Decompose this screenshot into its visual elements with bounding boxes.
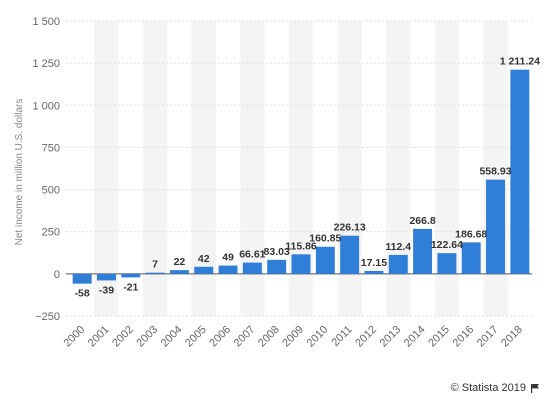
data-label-2015: 122.64	[431, 239, 463, 251]
data-label-2011: 226.13	[334, 222, 366, 234]
data-label-2001: -39	[99, 284, 114, 296]
y-tick-label: 0	[54, 269, 60, 281]
flag-icon[interactable]	[530, 383, 540, 393]
x-tick-label: 2014	[402, 324, 428, 350]
bar-2006[interactable]	[218, 265, 238, 274]
x-tick-label: 2005	[183, 324, 209, 350]
bar-2007[interactable]	[242, 262, 262, 274]
bar-2013[interactable]	[388, 254, 408, 274]
data-label-2003: 7	[152, 259, 158, 271]
bar-2002[interactable]	[121, 273, 141, 278]
bars	[72, 69, 530, 284]
x-tick-label: 2015	[426, 324, 452, 350]
data-label-2014: 266.8	[409, 215, 435, 227]
x-tick-label: 2016	[451, 324, 477, 350]
x-tick-label: 2006	[207, 324, 233, 350]
bar-2012[interactable]	[364, 270, 384, 274]
bar-2018[interactable]	[510, 69, 530, 274]
data-label-2009: 115.86	[285, 240, 317, 252]
y-tick-label: 1 250	[32, 58, 60, 70]
data-label-2008: 83.03	[264, 246, 290, 258]
y-tick-label: 1 000	[32, 100, 60, 112]
y-tick-label: 250	[42, 227, 60, 239]
x-axis-ticks: 2000200120022003200420052006200720082009…	[61, 324, 524, 350]
data-label-2005: 42	[198, 253, 210, 265]
x-tick-label: 2003	[134, 324, 160, 350]
y-tick-label: 1 500	[32, 16, 60, 28]
y-tick-label: 750	[42, 142, 60, 154]
band-2003	[142, 21, 168, 316]
x-tick-label: 2011	[330, 324, 355, 349]
data-label-2004: 22	[174, 256, 186, 268]
bar-2016[interactable]	[461, 242, 481, 274]
data-label-2002: -21	[123, 281, 138, 293]
data-label-2006: 49	[222, 252, 234, 264]
x-tick-label: 2008	[256, 324, 282, 350]
data-label-2018: 1 211.24	[500, 56, 540, 68]
credit[interactable]: © Statista 2019	[451, 382, 540, 394]
x-tick-label: 2017	[475, 324, 501, 350]
data-label-2013: 112.4	[385, 241, 411, 253]
x-tick-label: 2018	[499, 324, 525, 350]
bar-2010[interactable]	[315, 246, 335, 274]
x-tick-label: 2007	[232, 324, 258, 350]
y-axis-label: Net income in million U.S. dollars	[14, 99, 25, 246]
bar-2005[interactable]	[194, 266, 214, 274]
bar-2004[interactable]	[169, 270, 189, 274]
x-tick-label: 2000	[61, 324, 87, 350]
bar-2000[interactable]	[72, 273, 92, 284]
bar-2009[interactable]	[291, 254, 311, 274]
bar-2001[interactable]	[96, 273, 116, 281]
band-2001	[94, 21, 119, 316]
data-label-2017: 558.93	[479, 166, 511, 178]
bar-2003[interactable]	[145, 272, 165, 274]
y-axis-ticks: −250 0 250 500 750 1 000 1 250 1 500	[32, 16, 60, 323]
bar-2015[interactable]	[437, 253, 457, 274]
data-labels: -58 -39 -21 7 22 42 49 66.6183.03115.86160.8522…	[75, 56, 541, 300]
bar-2014[interactable]	[413, 228, 433, 274]
data-label-2016: 186.68	[455, 228, 487, 240]
bar-2008[interactable]	[267, 259, 287, 274]
x-tick-label: 2002	[110, 324, 136, 350]
x-tick-label: 2009	[280, 324, 306, 350]
data-label-2007: 66.61	[239, 249, 265, 261]
credit-text: © Statista 2019	[450, 382, 526, 394]
y-tick-label: −250	[35, 311, 60, 323]
x-tick-label: 2004	[159, 324, 185, 350]
x-tick-label: 2001	[86, 324, 112, 350]
data-label-2010: 160.85	[309, 233, 341, 245]
x-tick-label: 2013	[378, 324, 404, 350]
bar-2017[interactable]	[486, 179, 506, 274]
data-label-2012: 17.15	[361, 257, 387, 269]
bar-2011[interactable]	[340, 235, 360, 274]
x-tick-label: 2010	[305, 324, 331, 350]
data-label-2000: -58	[75, 288, 90, 300]
x-tick-label: 2012	[353, 324, 379, 350]
y-tick-label: 500	[42, 185, 60, 197]
